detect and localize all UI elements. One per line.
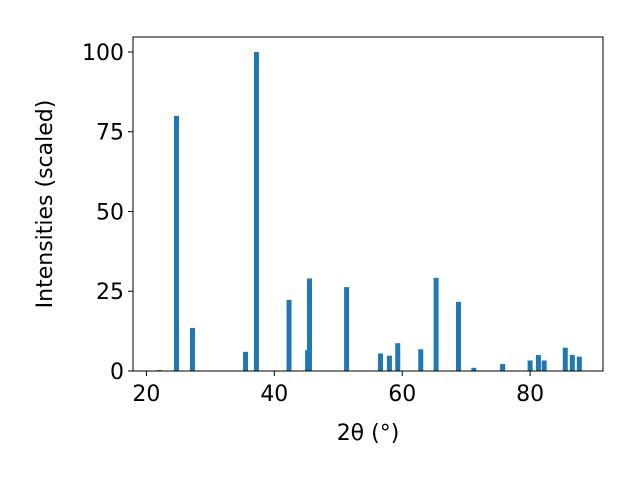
bar [253,51,259,371]
bar [433,277,439,371]
y-tick-label: 0 [110,360,124,385]
bar [569,355,575,371]
bar [395,343,401,371]
x-tick-label: 80 [516,382,544,407]
y-axis-label: Intensities (scaled) [33,100,58,309]
bar [173,115,179,372]
bar [344,287,350,371]
bar [386,355,392,371]
axes-frame [132,36,604,372]
bar [541,360,547,371]
bar [455,301,461,371]
bar [500,363,506,371]
bar [471,367,477,371]
bar [306,278,312,371]
bar [418,349,424,371]
y-tick-label: 100 [82,41,124,66]
bar [576,356,582,371]
x-tick-label: 60 [388,382,416,407]
y-tick-label: 50 [96,200,124,225]
bar [286,299,292,371]
bar [189,327,195,371]
y-tick-label: 25 [96,280,124,305]
plot-area [133,37,603,371]
bar [527,360,533,371]
x-axis-label: 2θ (°) [337,421,400,446]
y-tick-label: 75 [96,121,124,146]
bar [243,351,249,371]
x-tick-label: 20 [132,382,160,407]
x-tick-label: 40 [260,382,288,407]
bar [535,355,541,371]
bar [562,347,568,371]
bar [377,353,383,371]
